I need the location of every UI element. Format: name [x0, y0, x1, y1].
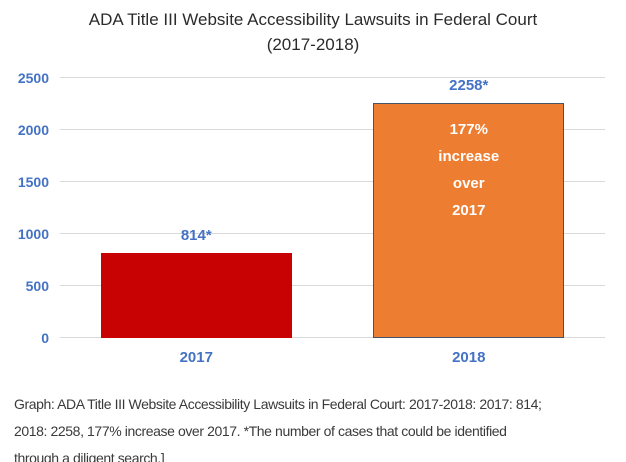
caption-line: 2018: 2258, 177% increase over 2017. *Th…	[14, 423, 507, 439]
bar-annotation-line: over	[452, 175, 485, 193]
chart-title-wrap: ADA Title III Website Accessibility Laws…	[0, 8, 626, 57]
y-axis-tick-label: 2000	[17, 122, 49, 138]
x-axis-tick-label: 2017	[179, 349, 213, 366]
caption-line: through a diligent search.]	[14, 450, 165, 462]
bar-annotation-line: 2017	[452, 202, 486, 220]
bar-annotation-line: 177%	[449, 121, 488, 139]
caption-line: Graph: ADA Title III Website Accessibili…	[14, 396, 542, 412]
bar-annotation: 177% increase over 2017	[373, 116, 564, 224]
gridline	[60, 129, 605, 130]
gridline	[60, 233, 605, 234]
chart-title: ADA Title III Website Accessibility Laws…	[88, 10, 538, 54]
bar-value-label: 2258*	[449, 77, 489, 95]
figure-caption: Graph: ADA Title III Website Accessibili…	[14, 391, 542, 462]
y-axis-tick-label: 1000	[17, 226, 49, 242]
gridline	[60, 285, 605, 286]
bar-value-label: 814*	[180, 227, 212, 245]
bar-annotation-line: increase	[438, 148, 500, 166]
y-axis-tick-label: 2500	[17, 70, 49, 86]
gridline	[60, 77, 605, 78]
gridline	[60, 337, 605, 338]
bar-2018	[373, 103, 565, 338]
y-axis-tick-label: 1500	[17, 174, 49, 190]
x-axis-tick-label: 2018	[452, 349, 486, 366]
gridline	[60, 181, 605, 182]
y-axis-tick-label: 500	[25, 278, 49, 294]
bar-2017	[100, 253, 292, 338]
y-axis-tick-label: 0	[41, 330, 49, 346]
plot-area: 0 500 1000 1500 2000 2500 814* 2017 2258* 2018 177…	[18, 70, 605, 366]
